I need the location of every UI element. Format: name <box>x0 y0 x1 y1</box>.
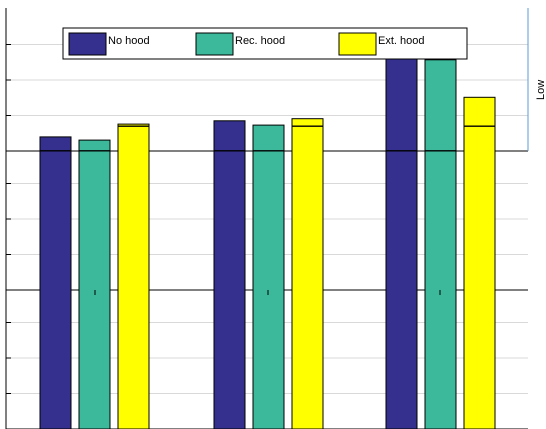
legend-label: Rec. hood <box>235 35 285 47</box>
chart-panels <box>5 8 529 429</box>
bar-ext-hood <box>117 123 150 429</box>
side-label: Low <box>535 80 546 100</box>
legend-label: Ext. hood <box>378 35 424 47</box>
bar-no-hood <box>213 120 246 429</box>
bar-no-hood <box>39 136 72 429</box>
bar-rec-hood <box>424 59 457 429</box>
bar-ext-hood <box>291 118 324 429</box>
panel-3 <box>5 43 528 429</box>
bar-ext-hood <box>463 96 496 429</box>
legend-box <box>62 27 468 60</box>
bar-rec-hood <box>78 139 111 429</box>
legend-label: No hood <box>108 35 150 47</box>
legend: No hood Rec. hood Ext. hood <box>62 27 468 60</box>
bar-rec-hood <box>252 124 285 429</box>
legend-swatch <box>338 32 377 56</box>
bar-no-hood <box>385 43 418 429</box>
legend-swatch <box>68 32 107 56</box>
legend-swatch <box>195 32 234 56</box>
